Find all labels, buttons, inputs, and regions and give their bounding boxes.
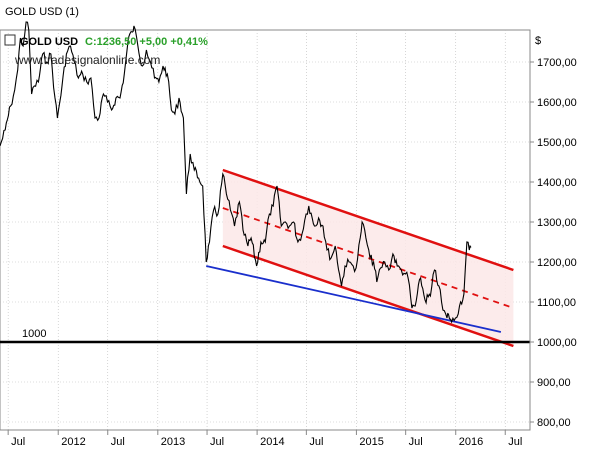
x-tick-label: 2013 xyxy=(161,436,185,448)
y-tick-label: 1400,00 xyxy=(537,177,577,189)
y-tick-label: 1200,00 xyxy=(537,257,577,269)
y-tick-label: 800,00 xyxy=(537,417,571,429)
x-tick-label: Jul xyxy=(11,436,25,448)
legend-quote: C:1236,50 +5,00 +0,41% xyxy=(85,36,208,48)
x-tick-label: Jul xyxy=(210,436,224,448)
y-tick-label: 1700,00 xyxy=(537,57,577,69)
y-axis: 800,00 900,00 1000,00 1100,00 1200,00 1300,00… xyxy=(530,57,577,429)
y-tick-label: 1600,00 xyxy=(537,97,577,109)
channel-lower-line xyxy=(222,244,514,348)
channel-fill xyxy=(222,170,514,346)
x-tick-label: 2015 xyxy=(359,436,383,448)
y-tick-label: 1100,00 xyxy=(537,297,576,309)
x-tick-label: 2016 xyxy=(459,436,483,448)
window-title: GOLD USD (1) xyxy=(5,6,79,18)
price-series-line xyxy=(0,21,472,324)
legend-icon xyxy=(4,34,16,46)
legend-symbol: GOLD USD xyxy=(20,36,78,48)
channel-mid-line xyxy=(222,207,514,309)
x-tick-label: Jul xyxy=(409,436,423,448)
watermark: www.tradesignalonline.com xyxy=(14,53,160,67)
x-tick-label: Jul xyxy=(111,436,125,448)
x-tick-label: Jul xyxy=(309,436,323,448)
y-tick-label: 1300,00 xyxy=(537,217,577,229)
y-tick-label: 1500,00 xyxy=(537,137,577,149)
x-tick-label: 2014 xyxy=(260,436,284,448)
y-axis-label: $ xyxy=(535,35,541,47)
x-tick-label: Jul xyxy=(508,436,522,448)
channel-upper-line xyxy=(222,168,514,272)
level-1000-label: 1000 xyxy=(22,328,46,340)
x-axis: Jul 2012 Jul 2013 Jul 2014 Jul 2015 Jul 2016 Jul xyxy=(7,430,522,448)
annotation-lines xyxy=(0,168,530,348)
x-tick-label: 2012 xyxy=(61,436,85,448)
y-tick-label: 900,00 xyxy=(537,377,571,389)
y-tick-label: 1000,00 xyxy=(537,337,577,349)
